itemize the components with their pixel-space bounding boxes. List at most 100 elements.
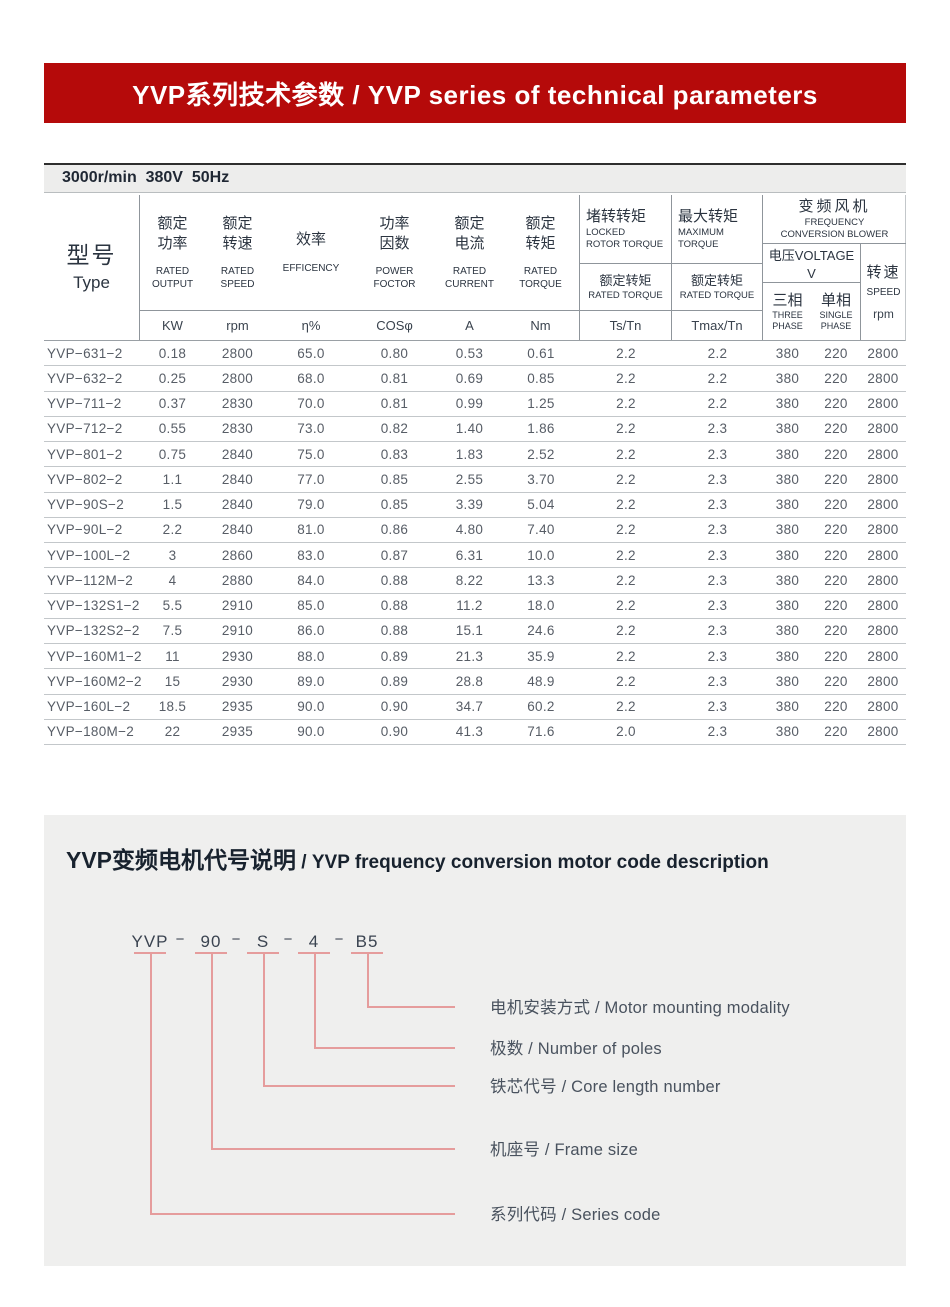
row-value-cell: 2860 bbox=[205, 543, 270, 569]
code-underline bbox=[195, 952, 227, 954]
row-value-cell: 2.55 bbox=[437, 467, 502, 493]
row-value-cell: 220 bbox=[812, 695, 860, 720]
code-connector-line bbox=[211, 954, 213, 1148]
row-value-cell: 2800 bbox=[860, 644, 906, 670]
row-value-cell: 34.7 bbox=[437, 695, 502, 720]
code-description-panel: YVP变频电机代号说明 / YVP frequency conversion m… bbox=[44, 815, 906, 1266]
row-type-cell: YVP−180M−2 bbox=[44, 720, 140, 745]
unit-cos-phi: COSφ bbox=[352, 310, 437, 340]
row-value-cell: 2840 bbox=[205, 467, 270, 493]
row-value-cell: 2.2 bbox=[580, 619, 672, 644]
row-type-cell: YVP−631−2 bbox=[44, 341, 140, 367]
col-header-efficiency: 效率 EFFICENCY bbox=[282, 231, 340, 274]
code-part-series: YVP bbox=[131, 932, 169, 951]
row-value-cell: 2800 bbox=[860, 417, 906, 442]
row-value-cell: 0.87 bbox=[352, 543, 437, 569]
row-value-cell: 85.0 bbox=[270, 594, 352, 619]
row-value-cell: 1.25 bbox=[502, 392, 580, 417]
unit-ampere: A bbox=[437, 310, 502, 340]
row-value-cell: 2.2 bbox=[580, 669, 672, 695]
col-header-type: 型号 Type bbox=[44, 195, 140, 340]
code-label-core: 铁芯代号 / Core length number bbox=[490, 1078, 721, 1096]
code-dash: − bbox=[175, 931, 185, 948]
row-value-cell: 79.0 bbox=[270, 493, 352, 518]
row-value-cell: 15.1 bbox=[437, 619, 502, 644]
row-value-cell: 0.88 bbox=[352, 594, 437, 619]
col-header-voltage: 电压VOLTAGE V bbox=[763, 243, 860, 283]
row-value-cell: 10.0 bbox=[502, 543, 580, 569]
row-value-cell: 2930 bbox=[205, 644, 270, 670]
row-value-cell: 380 bbox=[763, 417, 812, 442]
row-value-cell: 2935 bbox=[205, 720, 270, 745]
code-part-frame: 90 bbox=[200, 932, 222, 951]
row-value-cell: 24.6 bbox=[502, 619, 580, 644]
row-value-cell: 380 bbox=[763, 493, 812, 518]
code-part-poles: 4 bbox=[308, 932, 320, 951]
row-value-cell: 0.69 bbox=[437, 366, 502, 392]
code-label-poles: 极数 / Number of poles bbox=[490, 1040, 662, 1058]
row-value-cell: 2800 bbox=[205, 341, 270, 367]
row-value-cell: 220 bbox=[812, 417, 860, 442]
row-value-cell: 1.86 bbox=[502, 417, 580, 442]
row-value-cell: 220 bbox=[812, 568, 860, 594]
row-value-cell: 0.75 bbox=[140, 442, 205, 468]
row-value-cell: 380 bbox=[763, 568, 812, 594]
row-type-cell: YVP−112M−2 bbox=[44, 568, 140, 594]
row-value-cell: 2.3 bbox=[672, 669, 763, 695]
motor-code-diagram: YVP − 90 − S − 4 − B5 电机安装方式 / Motor mou… bbox=[44, 815, 906, 1266]
row-value-cell: 0.85 bbox=[502, 366, 580, 392]
code-connector-line bbox=[150, 1213, 455, 1215]
unit-tmax-tn: Tmax/Tn bbox=[672, 310, 763, 340]
row-value-cell: 2910 bbox=[205, 594, 270, 619]
row-value-cell: 380 bbox=[763, 594, 812, 619]
row-value-cell: 0.85 bbox=[352, 493, 437, 518]
row-value-cell: 2.3 bbox=[672, 644, 763, 670]
row-value-cell: 35.9 bbox=[502, 644, 580, 670]
table-header: 型号 Type 额定 功率 RATED OUTPUT 额定 转速 RATED S… bbox=[44, 195, 906, 341]
row-value-cell: 220 bbox=[812, 467, 860, 493]
row-value-cell: 2840 bbox=[205, 493, 270, 518]
row-value-cell: 2800 bbox=[860, 619, 906, 644]
row-value-cell: 0.85 bbox=[352, 467, 437, 493]
table-subtitle: 3000r/min 380V 50Hz bbox=[62, 169, 230, 186]
unit-ts-tn: Ts/Tn bbox=[580, 310, 672, 340]
row-value-cell: 2840 bbox=[205, 518, 270, 543]
code-dash: − bbox=[231, 931, 241, 948]
code-section-title: YVP变频电机代号说明 / YVP frequency conversion m… bbox=[66, 847, 769, 873]
col-header-power-factor: 功率 因数 POWER FOCTOR bbox=[373, 215, 416, 290]
row-value-cell: 220 bbox=[812, 594, 860, 619]
code-dash: − bbox=[283, 931, 293, 948]
row-type-cell: YVP−160L−2 bbox=[44, 695, 140, 720]
code-underline bbox=[351, 952, 383, 954]
row-value-cell: 2.2 bbox=[580, 543, 672, 569]
row-value-cell: 21.3 bbox=[437, 644, 502, 670]
code-connector-line bbox=[314, 954, 316, 1047]
col-header-blower-speed: 转速 SPEED rpm bbox=[860, 243, 906, 340]
row-value-cell: 4.80 bbox=[437, 518, 502, 543]
row-value-cell: 2.2 bbox=[580, 493, 672, 518]
row-value-cell: 220 bbox=[812, 543, 860, 569]
row-value-cell: 2800 bbox=[860, 493, 906, 518]
row-value-cell: 2800 bbox=[860, 518, 906, 543]
row-value-cell: 2.3 bbox=[672, 417, 763, 442]
row-value-cell: 2840 bbox=[205, 442, 270, 468]
row-value-cell: 380 bbox=[763, 392, 812, 417]
row-value-cell: 2.2 bbox=[580, 568, 672, 594]
row-value-cell: 2800 bbox=[860, 669, 906, 695]
code-part-core: S bbox=[256, 932, 270, 951]
row-value-cell: 89.0 bbox=[270, 669, 352, 695]
row-value-cell: 8.22 bbox=[437, 568, 502, 594]
code-connector-line bbox=[263, 1085, 455, 1087]
row-value-cell: 2.3 bbox=[672, 594, 763, 619]
table-body: YVP−631−2 0.18 2800 65.0 0.80 0.53 0.61 2.2 2.2 3… bbox=[44, 341, 906, 745]
row-type-cell: YVP−90S−2 bbox=[44, 493, 140, 518]
row-value-cell: 1.83 bbox=[437, 442, 502, 468]
row-value-cell: 380 bbox=[763, 543, 812, 569]
row-value-cell: 380 bbox=[763, 619, 812, 644]
row-type-cell: YVP−100L−2 bbox=[44, 543, 140, 569]
row-value-cell: 65.0 bbox=[270, 341, 352, 367]
row-value-cell: 2.2 bbox=[580, 644, 672, 670]
row-value-cell: 7.40 bbox=[502, 518, 580, 543]
row-value-cell: 2.3 bbox=[672, 619, 763, 644]
row-value-cell: 220 bbox=[812, 720, 860, 745]
